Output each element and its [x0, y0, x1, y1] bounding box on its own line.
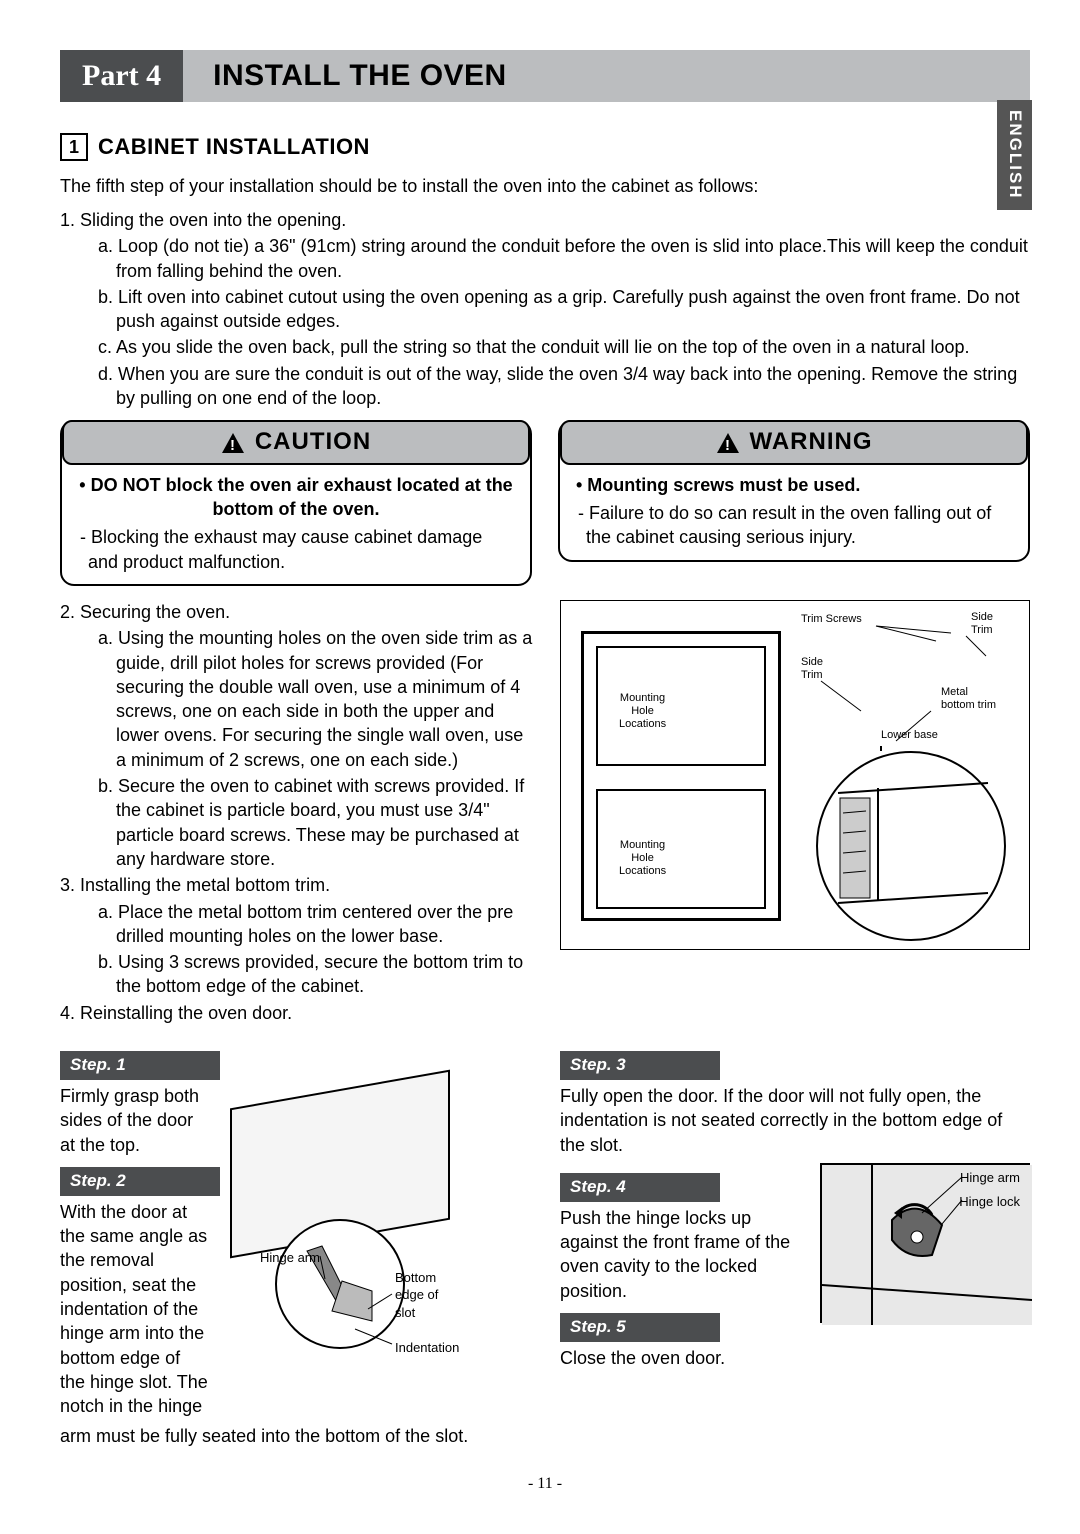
section-title: 1 CABINET INSTALLATION [60, 132, 1030, 162]
list1-a: a. Loop (do not tie) a 36" (91cm) string… [98, 234, 1030, 283]
caution-bold: • DO NOT block the oven air exhaust loca… [78, 473, 514, 522]
list1-title: 1. Sliding the oven into the opening. [60, 210, 346, 230]
step-1-text: Firmly grasp both sides of the door at t… [60, 1084, 210, 1157]
list1-d: d. When you are sure the conduit is out … [98, 362, 1030, 411]
list3-title: 3. Installing the metal bottom trim. [60, 875, 330, 895]
section-number-box: 1 [60, 133, 88, 161]
step-5-label: Step. 5 [560, 1313, 720, 1342]
step-2-text: With the door at the same angle as the r… [60, 1200, 210, 1419]
mounting-hole-label-lower: Mounting Hole Locations [619, 839, 666, 879]
hinge-lock-diagram: Hinge arm Hinge lock [820, 1163, 1030, 1323]
oven-outline: Mounting Hole Locations Mounting Hole Lo… [581, 631, 781, 921]
caution-header: ! CAUTION [62, 420, 530, 464]
list2-title: 2. Securing the oven. [60, 602, 230, 622]
part-number: Part 4 [60, 50, 183, 102]
warning-head-text: WARNING [750, 426, 873, 458]
step-4-text: Push the hinge locks up against the fron… [560, 1206, 810, 1303]
svg-text:!: ! [230, 437, 236, 454]
intro-text: The fifth step of your installation shou… [60, 174, 1030, 198]
step-4-label: Step. 4 [560, 1173, 720, 1202]
step-2-label: Step. 2 [60, 1167, 220, 1196]
step-5-text: Close the oven door. [560, 1346, 810, 1370]
step-2-text-cont: arm must be fully seated into the bottom… [60, 1424, 534, 1448]
caution-sub: - Blocking the exhaust may cause cabinet… [78, 525, 514, 574]
list1-b: b. Lift oven into cabinet cutout using t… [98, 285, 1030, 334]
list2-b: b. Secure the oven to cabinet with screw… [98, 774, 534, 871]
warning-triangle-icon: ! [221, 432, 245, 454]
mounting-hole-label-upper: Mounting Hole Locations [619, 692, 666, 732]
list3-b: b. Using 3 screws provided, secure the b… [98, 950, 534, 999]
language-tab: ENGLISH [997, 100, 1032, 210]
list2-a: a. Using the mounting holes on the oven … [98, 626, 534, 772]
part-header: Part 4 INSTALL THE OVEN [60, 50, 1030, 102]
step-1-list: 1. Sliding the oven into the opening. a.… [60, 208, 1030, 410]
diagram-leader-lines [786, 621, 1006, 751]
list4-title: 4. Reinstalling the oven door. [60, 1003, 292, 1023]
section-heading: CABINET INSTALLATION [98, 132, 370, 162]
door-reinstall-diagram: Hinge arm Bottom edge of slot Indentatio… [220, 1084, 470, 1364]
caution-head-text: CAUTION [255, 426, 371, 458]
warning-sub: - Failure to do so can result in the ove… [576, 501, 1012, 550]
list1-c: c. As you slide the oven back, pull the … [98, 335, 1030, 359]
caution-box: ! CAUTION • DO NOT block the oven air ex… [60, 420, 532, 586]
warning-box: ! WARNING • Mounting screws must be used… [558, 420, 1030, 561]
part-title: INSTALL THE OVEN [183, 50, 1030, 102]
oven-diagram: Mounting Hole Locations Mounting Hole Lo… [560, 600, 1030, 950]
page-number: - 11 - [60, 1473, 1030, 1495]
step-1-label: Step. 1 [60, 1051, 220, 1080]
warning-bold: • Mounting screws must be used. [576, 473, 1012, 497]
list3-a: a. Place the metal bottom trim centered … [98, 900, 534, 949]
warning-triangle-icon: ! [716, 432, 740, 454]
step-3-label: Step. 3 [560, 1051, 720, 1080]
warning-header: ! WARNING [560, 420, 1028, 464]
step-2-4-list: 2. Securing the oven. a. Using the mount… [60, 600, 534, 1025]
step-3-text: Fully open the door. If the door will no… [560, 1084, 1030, 1157]
detail-circle-diagram [816, 751, 1006, 941]
svg-text:!: ! [725, 437, 731, 454]
